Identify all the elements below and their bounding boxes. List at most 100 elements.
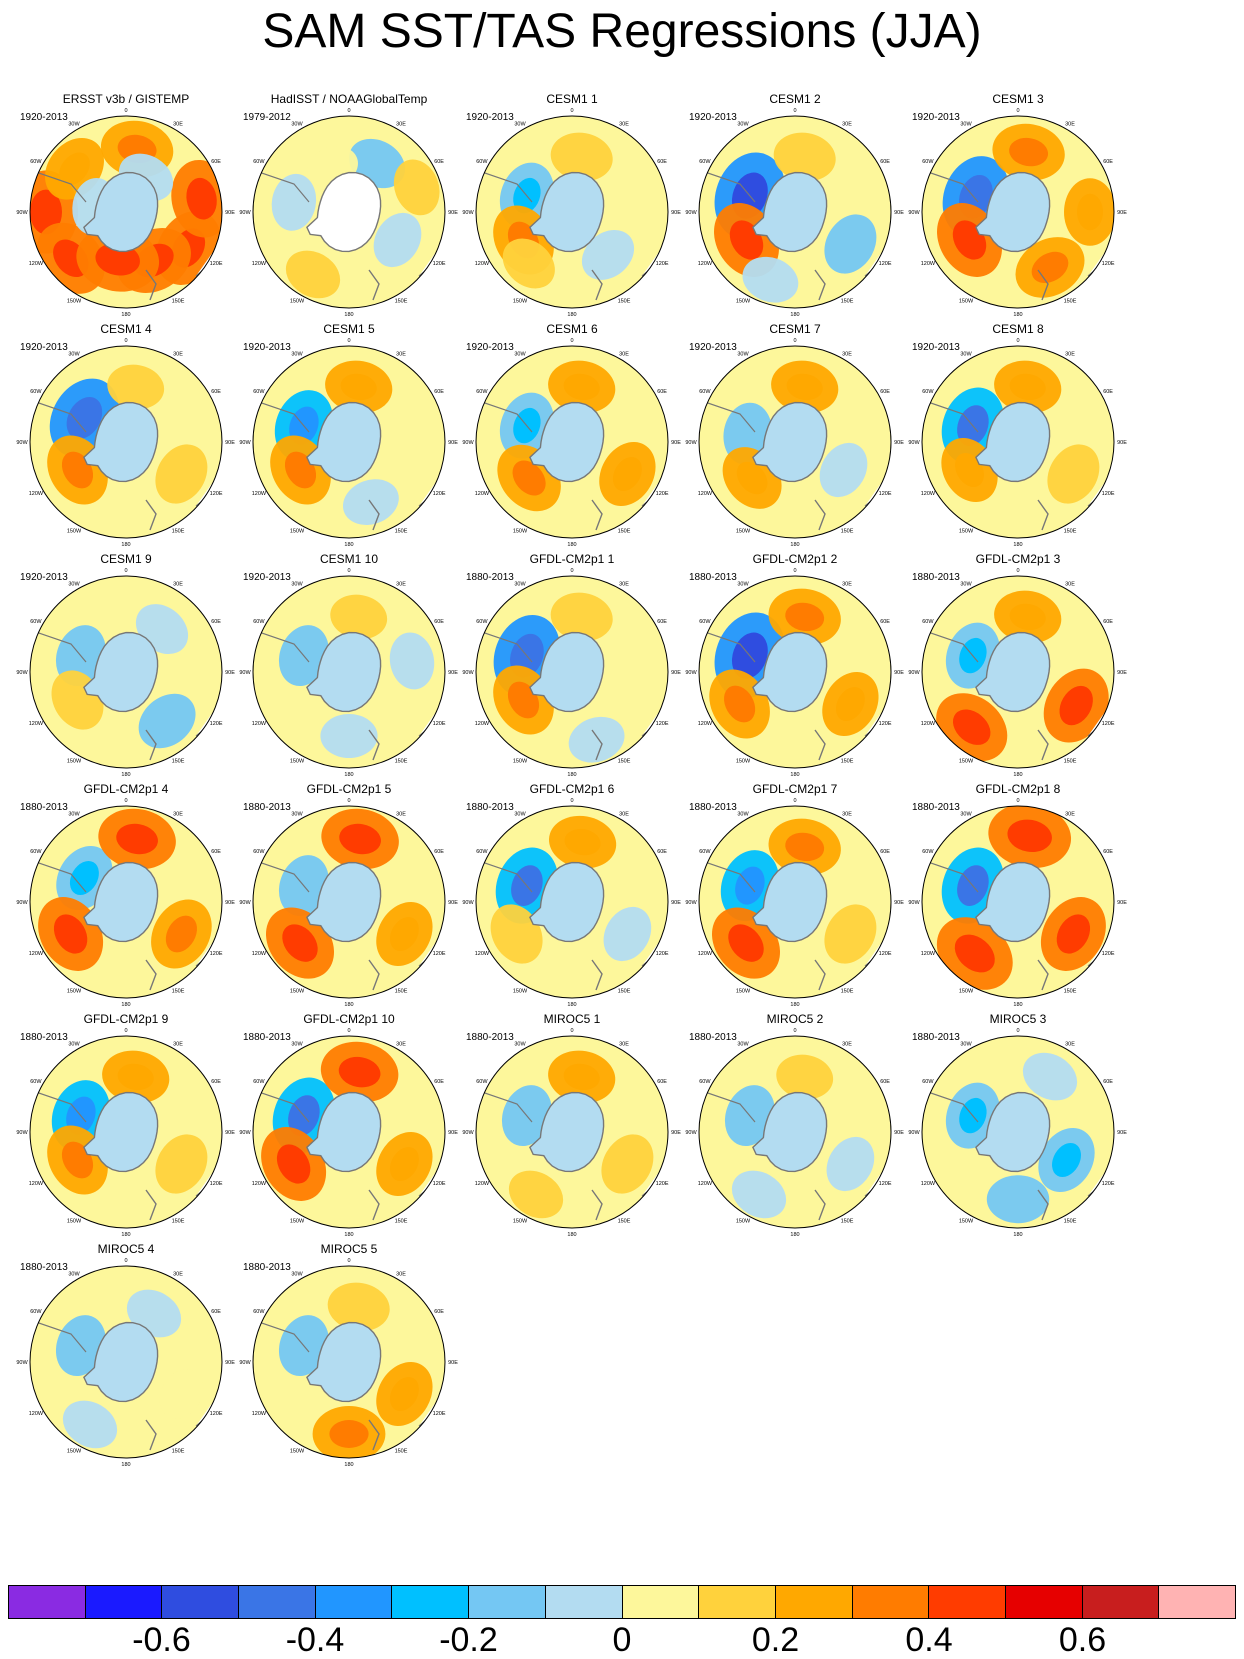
- antarctica-outline: [306, 1321, 382, 1403]
- map-tick-label: 150E: [172, 1218, 185, 1224]
- anomaly-patch: [159, 1369, 204, 1419]
- anomaly-patch: [327, 1282, 390, 1332]
- map-tick-label: 90W: [908, 900, 920, 906]
- map-tick-label: 60E: [1103, 849, 1113, 855]
- map-tick-label: 60W: [699, 849, 711, 855]
- map-tick-label: 60W: [253, 849, 265, 855]
- map-tick-label: 90W: [239, 900, 251, 906]
- anomaly-patch: [389, 632, 435, 690]
- map-tick-label: 0: [570, 108, 573, 114]
- map-tick-label: 0: [570, 1028, 573, 1034]
- map-border: [921, 115, 1115, 309]
- map-tick-label: 120E: [879, 1181, 892, 1187]
- polar-map: 0 30E 60E 90E 120E 150E 180 150W 120W 90W 60W 30W: [16, 798, 235, 1007]
- map-panel: MIROC5 5 1880-2013 0 30E 60E 90E 120E 150E 180 15…: [231, 1242, 467, 1467]
- map-tick-label: 180: [790, 1232, 799, 1237]
- map-tick-label: 90E: [448, 670, 458, 676]
- map-panel-grid: ERSST v3b / GISTEMP 1920-2013 0 30E 60E 90E 12…: [16, 92, 1136, 1467]
- anomaly-core: [117, 1063, 154, 1091]
- map-tick-label: 150W: [736, 988, 751, 994]
- map-tick-label: 120E: [210, 491, 223, 497]
- new-zealand-coast: [814, 499, 826, 531]
- map-tick-label: 120E: [879, 951, 892, 957]
- south-america-coast: [30, 629, 87, 663]
- map-tick-label: 90W: [685, 440, 697, 446]
- map-panel: MIROC5 3 1880-2013 0 30E 60E 90E 120E 150E 180 15…: [900, 1012, 1136, 1237]
- new-zealand-coast: [1037, 729, 1049, 761]
- map-tick-label: 150W: [959, 528, 974, 534]
- anomaly-core: [1056, 914, 1091, 954]
- map-tick-label: 120W: [475, 491, 490, 497]
- map-tick-label: 150E: [841, 758, 854, 764]
- panel-period: 1979-2012: [243, 112, 291, 123]
- map-tick-label: 30W: [514, 122, 526, 128]
- africa-coast: [631, 347, 663, 366]
- panel-period: 1880-2013: [20, 802, 68, 813]
- map-tick-label: 30W: [737, 1042, 749, 1048]
- map-tick-label: 60E: [434, 619, 444, 625]
- map-tick-label: 60E: [434, 389, 444, 395]
- map-border: [252, 345, 446, 539]
- map-panel: HadISST / NOAAGlobalTemp 1979-2012 0 30E 60E…: [231, 92, 467, 317]
- anomaly-core: [563, 1063, 600, 1091]
- new-zealand-coast: [145, 1189, 157, 1221]
- map-tick-label: 150W: [736, 528, 751, 534]
- panel-period: 1880-2013: [689, 802, 737, 813]
- south-america-coast: [253, 859, 310, 893]
- map-tick-label: 120W: [921, 1181, 936, 1187]
- map-tick-label: 30E: [396, 812, 406, 818]
- panel-period: 1880-2013: [466, 572, 514, 583]
- panel-period: 1920-2013: [689, 112, 737, 123]
- panel-title: CESM1 6: [546, 322, 598, 336]
- map-tick-label: 0: [347, 338, 350, 344]
- anomaly-patch: [1047, 444, 1100, 504]
- south-america-coast: [922, 629, 979, 663]
- polar-map: 0 30E 60E 90E 120E 150E 180 150W 120W 90W 60W 30W: [685, 798, 904, 1007]
- map-tick-label: 180: [121, 542, 130, 547]
- anomaly-core: [1052, 1142, 1081, 1178]
- map-border: [252, 805, 446, 999]
- anomaly-patch: [603, 906, 652, 962]
- map-tick-label: 30E: [173, 352, 183, 358]
- anomaly-patch: [986, 1175, 1050, 1224]
- map-tick-label: 0: [124, 1258, 127, 1264]
- map-tick-label: 120W: [475, 261, 490, 267]
- map-tick-label: 120W: [698, 261, 713, 267]
- map-panel: CESM1 1 1920-2013 0 30E 60E 90E 120E 150E 180 150…: [454, 92, 690, 317]
- anomaly-patch: [271, 173, 317, 231]
- map-tick-label: 120W: [475, 1181, 490, 1187]
- polar-map: 0 30E 60E 90E 120E 150E 180 150W 120W 90W 60W 30W: [685, 338, 904, 547]
- map-tick-label: 60E: [880, 1079, 890, 1085]
- africa-coast: [1077, 577, 1109, 596]
- south-america-coast: [476, 629, 533, 663]
- map-tick-label: 90E: [894, 670, 904, 676]
- map-tick-label: 30E: [396, 352, 406, 358]
- panel-title: CESM1 5: [323, 322, 375, 336]
- panel-title: CESM1 10: [319, 552, 379, 566]
- map-tick-label: 180: [344, 312, 353, 317]
- map-tick-label: 120W: [29, 1411, 44, 1417]
- map-tick-label: 120W: [29, 721, 44, 727]
- panel-period: 1880-2013: [689, 572, 737, 583]
- colorbar-swatch: [162, 1586, 240, 1618]
- map-tick-label: 30E: [619, 352, 629, 358]
- panel-title: MIROC5 3: [989, 1012, 1047, 1026]
- panel-title: CESM1 1: [546, 92, 598, 106]
- map-tick-label: 30W: [960, 812, 972, 818]
- new-zealand-coast: [368, 269, 380, 301]
- south-america-coast: [476, 859, 533, 893]
- map-tick-label: 150E: [172, 528, 185, 534]
- map-tick-label: 60E: [880, 159, 890, 165]
- map-panel: MIROC5 1 1880-2013 0 30E 60E 90E 120E 150E 180 15…: [454, 1012, 690, 1237]
- anomaly-core: [955, 452, 984, 488]
- map-tick-label: 120W: [252, 721, 267, 727]
- map-tick-label: 150E: [395, 988, 408, 994]
- anomaly-core: [69, 860, 99, 896]
- new-zealand-coast: [591, 1189, 603, 1221]
- map-tick-label: 120E: [433, 491, 446, 497]
- polar-map: 0 30E 60E 90E 120E 150E 180 150W 120W 90W 60W 30W: [462, 798, 681, 1007]
- new-zealand-coast: [814, 959, 826, 991]
- map-panel: GFDL-CM2p1 8 1880-2013 0 30E 60E 90E 120E 150E 1…: [900, 782, 1136, 1007]
- map-tick-label: 150W: [513, 758, 528, 764]
- panel-title: GFDL-CM2p1 5: [306, 782, 392, 796]
